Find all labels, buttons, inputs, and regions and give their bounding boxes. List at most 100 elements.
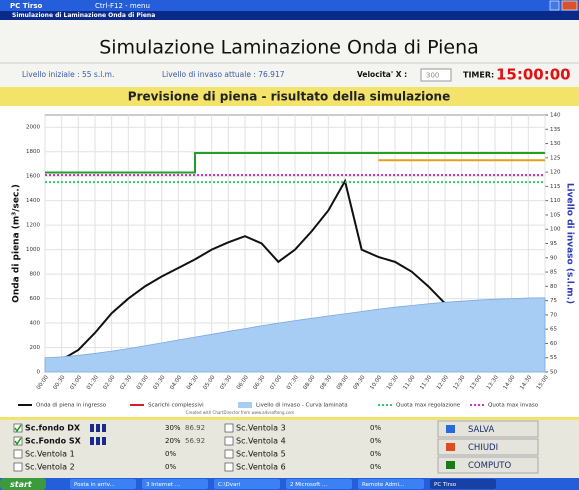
- gate-percent: 0%: [165, 450, 176, 458]
- button[interactable]: [437, 420, 539, 438]
- checkbox[interactable]: [13, 436, 23, 446]
- taskbar-label: PC Tirso: [434, 482, 457, 488]
- y-tick-label: 800: [30, 272, 41, 278]
- area: [44, 297, 546, 373]
- gate-label: Sc.Ventola 3: [236, 424, 286, 433]
- y2-tick-label: 120: [550, 170, 561, 176]
- gate-label: Sc.Ventola 4: [236, 437, 286, 446]
- button[interactable]: [437, 438, 539, 456]
- gate-label: Sc.Ventola 6: [236, 463, 286, 472]
- gate-indicator: [102, 424, 106, 432]
- button-label: SALVA: [468, 425, 494, 435]
- checkbox[interactable]: [224, 423, 234, 433]
- button[interactable]: [437, 456, 539, 474]
- y2-tick-label: 80: [550, 284, 557, 290]
- legend-label: Onda di piena in ingresso: [36, 403, 107, 409]
- y2-tick-label: 75: [550, 298, 557, 304]
- button-icon: [446, 443, 455, 451]
- series-line: [45, 151, 545, 174]
- y2-tick-label: 50: [550, 370, 557, 376]
- y2-tick-label: 115: [550, 184, 561, 190]
- y-tick-label: 1200: [26, 223, 40, 229]
- credit: Created with ChartDirector from www.advs…: [186, 410, 295, 415]
- gate-percent: 0%: [370, 463, 381, 471]
- checkbox[interactable]: [224, 436, 234, 446]
- checkbox[interactable]: [224, 462, 234, 472]
- taskbar-label: C:\Dvari: [218, 482, 241, 488]
- header-title: Simulazione Laminazione Onda di Piena: [99, 37, 479, 59]
- speed-value: 300: [426, 72, 439, 80]
- y2-tick-label: 85: [550, 270, 557, 276]
- y-tick-label: 2000: [26, 125, 40, 131]
- legend-swatch: [238, 402, 252, 408]
- y2-tick-label: 55: [550, 355, 557, 361]
- start-button[interactable]: [0, 478, 46, 490]
- gate-indicator: [96, 437, 100, 445]
- taskbar-item[interactable]: [430, 479, 496, 489]
- checkbox[interactable]: [13, 462, 23, 472]
- timer-value: 15:00:00: [496, 66, 571, 84]
- button-icon: [446, 461, 455, 469]
- legend-label: Scarichi complessivi: [148, 403, 204, 409]
- y2-tick-label: 65: [550, 327, 557, 333]
- y2-tick-label: 95: [550, 241, 557, 247]
- gate-percent: 20%: [165, 437, 181, 445]
- gate-level: 86.92: [185, 424, 205, 432]
- gate-indicator: [90, 437, 94, 445]
- y2-tick-label: 110: [550, 198, 561, 204]
- gate-label: Sc.Fondo SX: [25, 437, 82, 446]
- checkbox[interactable]: [224, 449, 234, 459]
- taskbar-item[interactable]: [70, 479, 136, 489]
- y2-tick-label: 90: [550, 255, 557, 261]
- y2-tick-label: 125: [550, 155, 561, 161]
- y-tick-label: 1600: [26, 174, 40, 180]
- gate-level: 56.92: [185, 437, 205, 445]
- y-axis-label: Onda di piena (m³/sec.): [12, 184, 22, 303]
- gate-indicator: [90, 424, 94, 432]
- speed-dropdown[interactable]: [420, 68, 452, 82]
- current-level: Livello di invaso attuale : 76.917: [162, 70, 285, 79]
- close-button[interactable]: [561, 0, 578, 11]
- gate-percent: 0%: [370, 450, 381, 458]
- y-tick-label: 1400: [26, 198, 40, 204]
- window-title: PC Tirso: [10, 2, 42, 10]
- taskbar-item[interactable]: [286, 479, 352, 489]
- y2-tick-label: 100: [550, 227, 561, 233]
- banner: [0, 87, 579, 106]
- taskbar-item[interactable]: [142, 479, 208, 489]
- gate-percent: 0%: [370, 437, 381, 445]
- legend-label: Quota max invaso: [488, 403, 539, 409]
- checkbox[interactable]: [13, 449, 23, 459]
- y2-tick-label: 60: [550, 341, 557, 347]
- panel-strip: [0, 417, 579, 420]
- legend-label: Quota max regolazione: [396, 403, 461, 409]
- y-tick-label: 0: [37, 370, 41, 376]
- taskbar-label: 3 Internet ...: [146, 482, 180, 488]
- gate-percent: 0%: [370, 424, 381, 432]
- start-label: start: [10, 480, 33, 489]
- taskbar-item[interactable]: [214, 479, 280, 489]
- taskbar-label: Remote Admi...: [362, 482, 405, 488]
- banner-text: Previsione di piena - risultato della si…: [128, 90, 450, 104]
- minimize-button[interactable]: [549, 0, 560, 11]
- button-label: COMPUTO: [468, 461, 511, 471]
- timer-label: TIMER:: [463, 71, 494, 80]
- y2-tick-label: 70: [550, 312, 557, 318]
- gate-percent: 30%: [165, 424, 181, 432]
- check-mark: [14, 424, 22, 433]
- y2-axis-label: Livello di invaso (s.l.m.): [565, 183, 575, 304]
- y2-tick-label: 105: [550, 212, 561, 218]
- check-mark: [14, 437, 22, 446]
- gate-indicator: [96, 424, 100, 432]
- window-menu: Ctrl-F12 - menu: [95, 2, 150, 10]
- y2-tick-label: 140: [550, 113, 561, 119]
- gate-label: Sc.Ventola 2: [25, 463, 75, 472]
- title-bar: [0, 0, 579, 11]
- checkbox[interactable]: [13, 423, 23, 433]
- button-icon: [446, 425, 455, 433]
- gate-percent: 0%: [165, 463, 176, 471]
- taskbar-item[interactable]: [358, 479, 424, 489]
- y-tick-label: 1800: [26, 149, 40, 155]
